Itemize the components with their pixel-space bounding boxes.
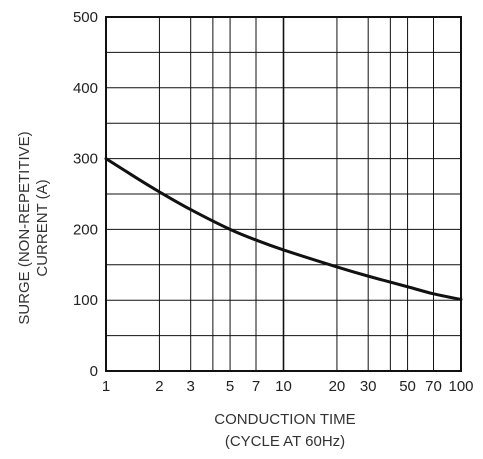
x-axis-ticks: 1 2 3 5 7 10 20 30 50 70 100 [102, 378, 474, 395]
y-tick-label-500: 500 [73, 9, 98, 26]
x-tick-label-3: 3 [187, 378, 195, 395]
x-axis-sublabel: (CYCLE AT 60Hz) [225, 433, 345, 450]
x-tick-label-50: 50 [399, 378, 416, 395]
y-axis-label-group: SURGE (NON-REPETITIVE) [16, 131, 33, 324]
y-tick-label-300: 300 [73, 151, 98, 168]
y-axis-ticks: 0 100 200 300 400 500 [73, 9, 98, 380]
y-axis-sublabel-group: CURRENT (A) [34, 179, 51, 276]
y-tick-label-400: 400 [73, 80, 98, 97]
y-tick-label-200: 200 [73, 221, 98, 238]
x-tick-label-100: 100 [448, 378, 473, 395]
x-axis-label: CONDUCTION TIME [214, 411, 355, 428]
x-tick-label-70: 70 [425, 378, 442, 395]
x-tick-label-5: 5 [226, 378, 234, 395]
y-axis-sublabel: CURRENT (A) [34, 179, 51, 276]
series-group [104, 157, 463, 301]
x-tick-label-10: 10 [275, 378, 292, 395]
y-tick-label-100: 100 [73, 292, 98, 309]
plot-frame [105, 16, 462, 372]
x-tick-label-30: 30 [360, 378, 377, 395]
x-tick-label-7: 7 [252, 378, 260, 395]
x-tick-label-1: 1 [102, 378, 110, 395]
x-tick-label-20: 20 [329, 378, 346, 395]
x-tick-label-2: 2 [155, 378, 163, 395]
y-axis-label: SURGE (NON-REPETITIVE) [16, 131, 33, 324]
y-tick-label-0: 0 [90, 363, 98, 380]
series-line-0 [104, 157, 463, 301]
grid [106, 17, 461, 371]
